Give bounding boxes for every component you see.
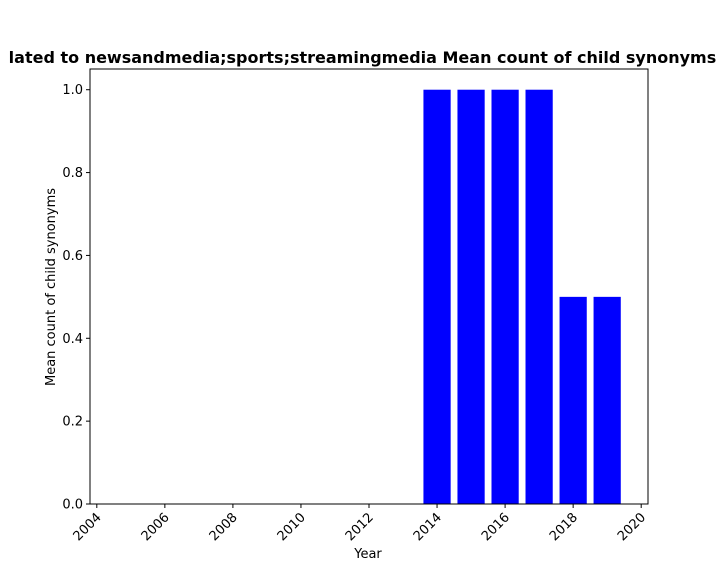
y-tick-label: 1.0 xyxy=(62,83,83,98)
bar-2017 xyxy=(525,89,553,505)
x-tick-label: 2004 xyxy=(71,510,105,544)
y-tick-label: 0.8 xyxy=(62,166,83,181)
x-axis-label: Year xyxy=(353,547,382,562)
y-tick-label: 0.2 xyxy=(62,415,83,430)
x-tick-label: 2006 xyxy=(139,510,173,544)
bar-2015 xyxy=(457,89,485,505)
x-tick-label: 2016 xyxy=(479,510,513,544)
x-tick-label: 2014 xyxy=(411,510,445,544)
bar-2019 xyxy=(593,296,621,504)
x-tick-label: 2018 xyxy=(547,510,581,544)
chart-title: lated to newsandmedia;sports;streamingme… xyxy=(9,48,720,67)
x-tick-label: 2010 xyxy=(275,510,309,544)
x-tick-label: 2008 xyxy=(207,510,241,544)
y-tick-label: 0.4 xyxy=(62,332,83,347)
x-tick-label: 2012 xyxy=(343,510,377,544)
bar-2016 xyxy=(491,89,519,505)
x-tick-label: 2020 xyxy=(615,510,649,544)
bar-2014 xyxy=(423,89,451,505)
plot-area: 2004 2006 2008 2010 2012 2014 2016 2018 2020 0.0 0… xyxy=(62,68,649,544)
bar-2018 xyxy=(559,296,587,504)
y-tick-label: 0.0 xyxy=(62,498,83,513)
y-tick-label: 0.6 xyxy=(62,249,83,264)
y-axis-label: Mean count of child synonyms xyxy=(44,188,59,386)
